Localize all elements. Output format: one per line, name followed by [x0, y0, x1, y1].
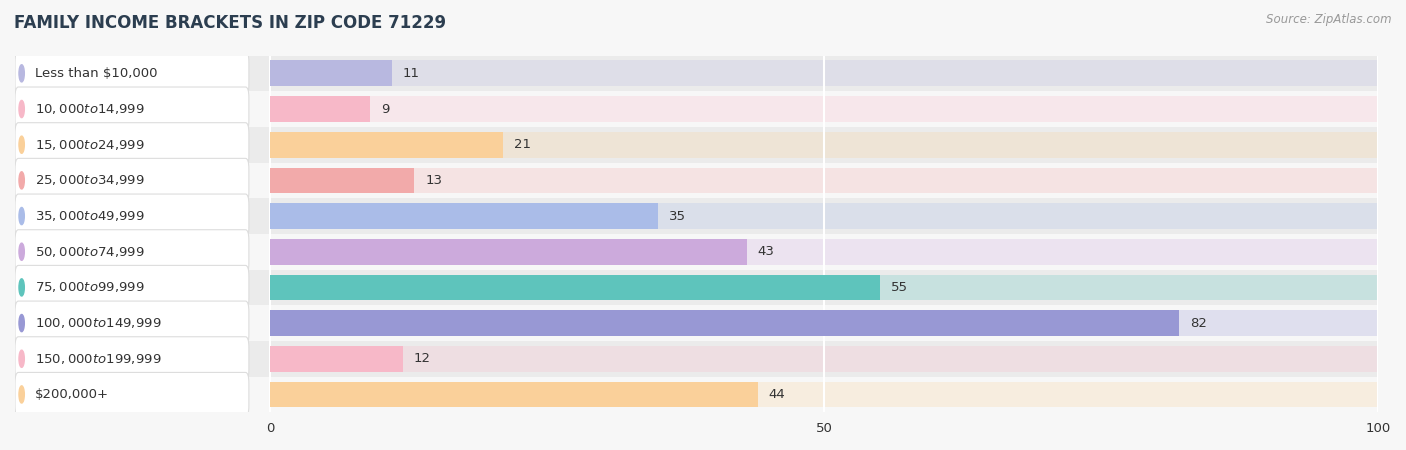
Circle shape [20, 207, 24, 225]
Bar [270, 274, 1378, 300]
Bar [270, 132, 503, 158]
Bar [270, 346, 404, 372]
Bar [15, 55, 1378, 91]
Text: 11: 11 [404, 67, 420, 80]
FancyBboxPatch shape [15, 230, 249, 274]
FancyBboxPatch shape [15, 266, 249, 310]
Bar [270, 346, 1378, 372]
Text: 82: 82 [1189, 317, 1206, 329]
Bar [15, 198, 1378, 234]
Bar [270, 60, 392, 86]
Bar [270, 96, 370, 122]
Circle shape [20, 136, 24, 153]
FancyBboxPatch shape [15, 373, 249, 416]
Text: $10,000 to $14,999: $10,000 to $14,999 [35, 102, 145, 116]
Bar [15, 341, 1378, 377]
Bar [270, 239, 747, 265]
Text: Less than $10,000: Less than $10,000 [35, 67, 157, 80]
Text: $50,000 to $74,999: $50,000 to $74,999 [35, 245, 145, 259]
FancyBboxPatch shape [15, 87, 249, 131]
Circle shape [20, 386, 24, 403]
Bar [15, 91, 1378, 127]
Bar [270, 310, 1378, 336]
Bar [15, 234, 1378, 270]
Text: FAMILY INCOME BRACKETS IN ZIP CODE 71229: FAMILY INCOME BRACKETS IN ZIP CODE 71229 [14, 14, 446, 32]
Bar [15, 377, 1378, 412]
Bar [15, 305, 1378, 341]
FancyBboxPatch shape [15, 337, 249, 381]
Text: 55: 55 [890, 281, 908, 294]
Bar [270, 310, 1178, 336]
Text: 35: 35 [669, 210, 686, 223]
Circle shape [20, 65, 24, 82]
Text: Source: ZipAtlas.com: Source: ZipAtlas.com [1267, 14, 1392, 27]
Text: $15,000 to $24,999: $15,000 to $24,999 [35, 138, 145, 152]
Text: 9: 9 [381, 103, 389, 116]
Bar [270, 274, 880, 300]
Bar [15, 270, 1378, 305]
Bar [270, 132, 1378, 158]
FancyBboxPatch shape [15, 194, 249, 238]
Bar [270, 60, 1378, 86]
Bar [15, 162, 1378, 198]
Text: $25,000 to $34,999: $25,000 to $34,999 [35, 173, 145, 187]
Text: $75,000 to $99,999: $75,000 to $99,999 [35, 280, 145, 294]
Circle shape [20, 350, 24, 367]
Text: $35,000 to $49,999: $35,000 to $49,999 [35, 209, 145, 223]
Circle shape [20, 279, 24, 296]
FancyBboxPatch shape [15, 51, 249, 95]
FancyBboxPatch shape [15, 123, 249, 166]
Circle shape [20, 172, 24, 189]
Bar [270, 382, 1378, 407]
FancyBboxPatch shape [15, 158, 249, 202]
Text: $100,000 to $149,999: $100,000 to $149,999 [35, 316, 162, 330]
Circle shape [20, 243, 24, 260]
Text: $200,000+: $200,000+ [35, 388, 108, 401]
FancyBboxPatch shape [15, 301, 249, 345]
Bar [270, 239, 1378, 265]
Circle shape [20, 100, 24, 117]
Bar [270, 167, 1378, 193]
Text: 12: 12 [413, 352, 432, 365]
Bar [270, 203, 658, 229]
Text: 13: 13 [425, 174, 441, 187]
Bar [270, 167, 413, 193]
Bar [270, 203, 1378, 229]
Circle shape [20, 315, 24, 332]
Bar [270, 96, 1378, 122]
Text: 21: 21 [513, 138, 531, 151]
Text: 44: 44 [769, 388, 786, 401]
Bar [15, 127, 1378, 162]
Text: 43: 43 [758, 245, 775, 258]
Text: $150,000 to $199,999: $150,000 to $199,999 [35, 352, 162, 366]
Bar [270, 382, 758, 407]
